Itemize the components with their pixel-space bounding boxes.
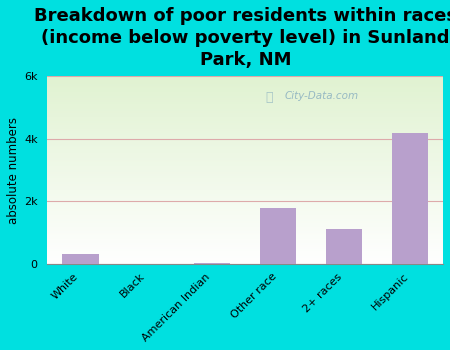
Bar xyxy=(62,254,99,264)
Text: City-Data.com: City-Data.com xyxy=(285,91,359,102)
Text: Ⓝ: Ⓝ xyxy=(265,91,273,104)
Y-axis label: absolute numbers: absolute numbers xyxy=(7,117,20,224)
Bar xyxy=(260,208,297,264)
Bar xyxy=(392,133,428,264)
Title: Breakdown of poor residents within races
(income below poverty level) in Sunland: Breakdown of poor residents within races… xyxy=(34,7,450,69)
Bar xyxy=(326,229,362,264)
